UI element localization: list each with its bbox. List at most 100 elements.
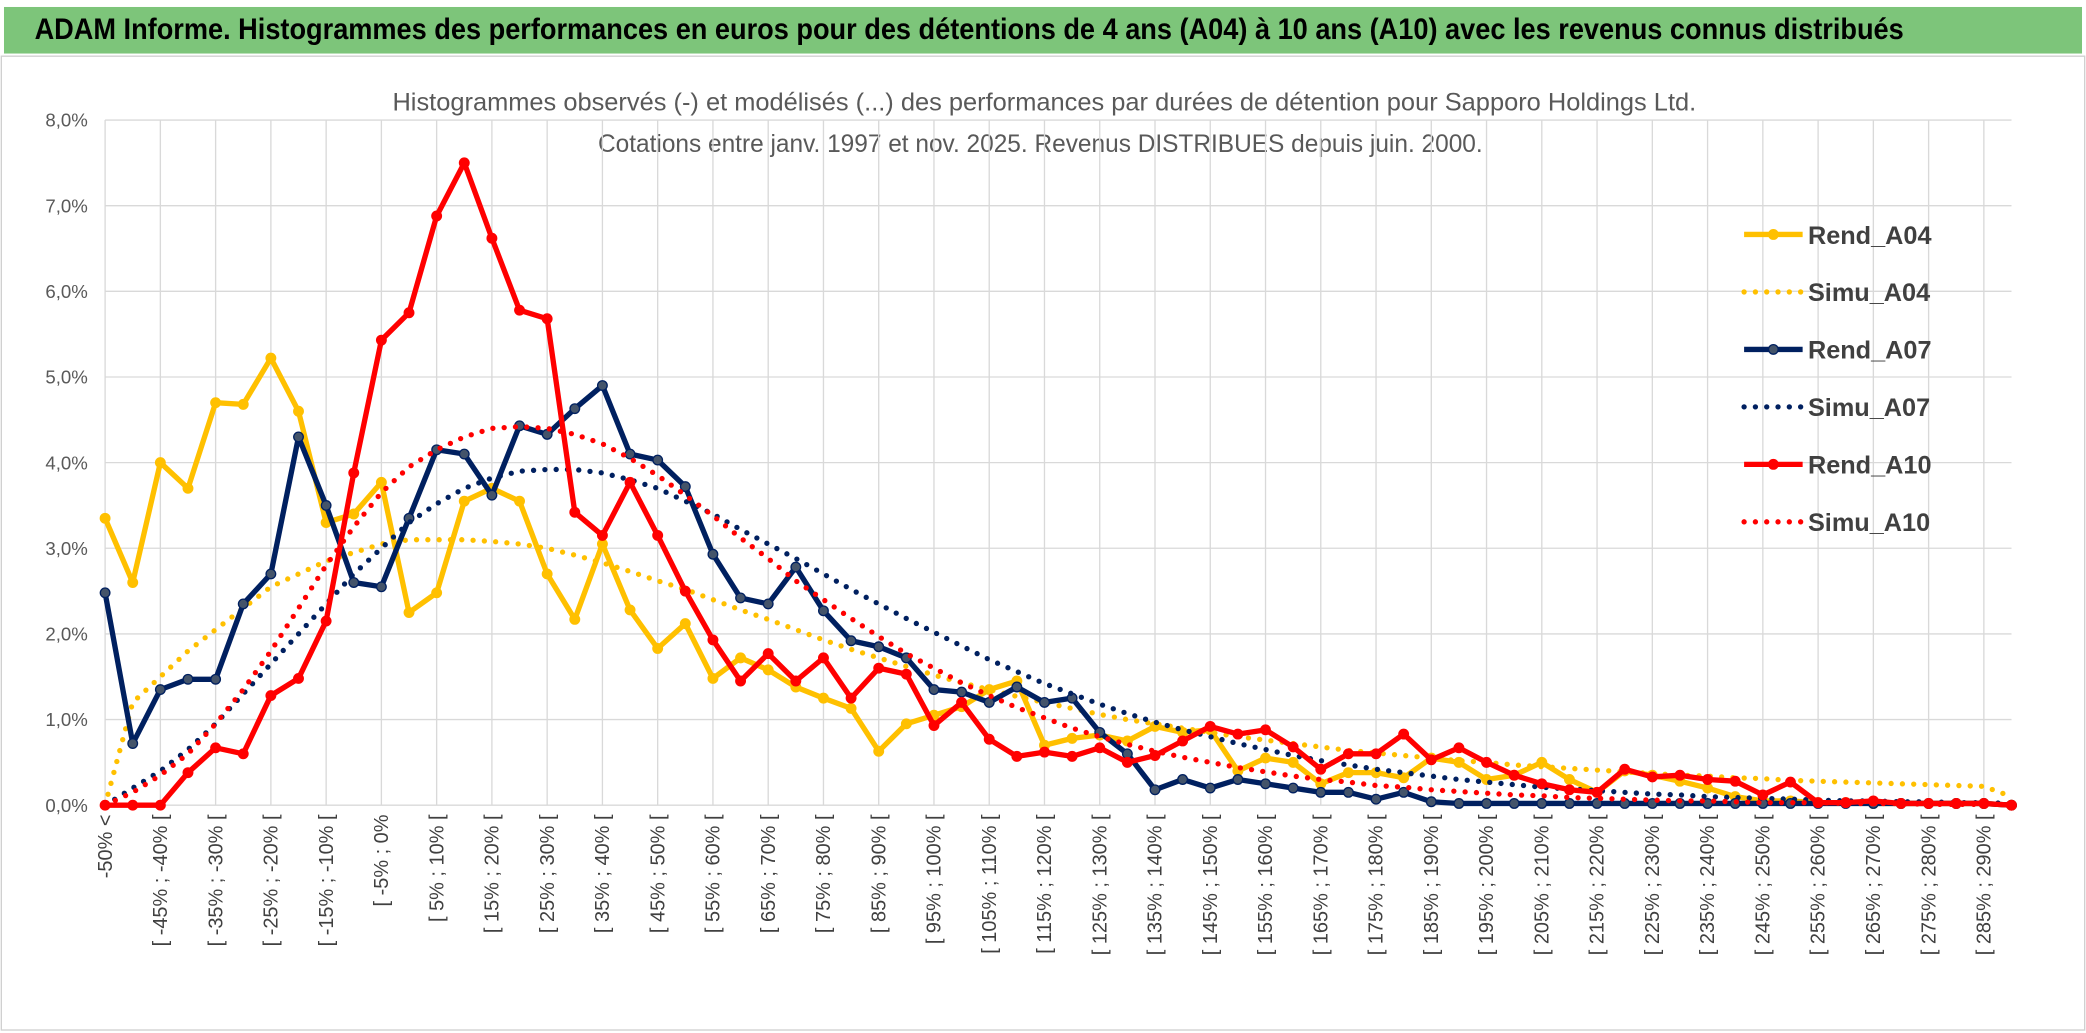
x-tick-label: [ 105% ; 110% [ (979, 814, 1001, 954)
point (873, 745, 885, 757)
point (486, 232, 498, 244)
point (210, 397, 222, 409)
point (1702, 774, 1714, 785)
y-tick-label: 3,0% (45, 538, 87, 559)
point (1342, 786, 1354, 798)
point (735, 592, 747, 604)
x-tick-label: [ 265% ; 270% [ (1863, 814, 1885, 955)
point (1094, 742, 1106, 754)
point (265, 690, 277, 702)
point (458, 495, 470, 507)
x-tick-label: [ 185% ; 190% [ (1421, 814, 1443, 955)
point (1674, 769, 1686, 781)
point (1453, 742, 1465, 754)
point (541, 313, 553, 325)
point (1536, 778, 1548, 790)
x-tick-label: [ 45% ; 50% [ (647, 814, 669, 933)
point (1232, 774, 1244, 785)
point (1398, 728, 1410, 740)
legend-marker (1767, 458, 1779, 470)
series-line (102, 382, 2012, 808)
point (320, 615, 332, 627)
y-tick-label: 8,0% (45, 110, 87, 131)
x-tick-label: [ 125% ; 130% [ (1089, 814, 1111, 955)
x-tick-label: [ 205% ; 210% [ (1531, 814, 1553, 955)
point (154, 457, 166, 469)
point (1481, 756, 1493, 768)
x-tick-label: [ 165% ; 170% [ (1310, 814, 1332, 955)
point (817, 692, 829, 704)
point (348, 467, 360, 479)
y-tick-label: 0,0% (45, 795, 87, 816)
point (817, 652, 829, 664)
legend-marker (1767, 343, 1779, 355)
point (237, 598, 249, 610)
point (1481, 798, 1493, 809)
point (1508, 798, 1520, 809)
x-tick-label: [ 225% ; 230% [ (1642, 814, 1664, 955)
point (182, 673, 194, 685)
point (1315, 763, 1327, 775)
point (928, 684, 940, 696)
point (1232, 728, 1244, 740)
point (154, 684, 166, 696)
legend-label: Rend_A04 (1808, 222, 1932, 250)
x-tick-label: -50% < (95, 815, 117, 879)
point (1011, 681, 1023, 693)
point (210, 742, 222, 754)
point (1011, 750, 1023, 762)
point (652, 643, 664, 654)
point (1204, 720, 1216, 732)
y-tick-label: 4,0% (45, 452, 87, 473)
point (182, 767, 194, 779)
point (99, 512, 111, 524)
point (652, 454, 664, 466)
point (1729, 775, 1741, 787)
point (375, 581, 387, 593)
x-tick-label: [ 235% ; 240% [ (1697, 814, 1719, 955)
point (1425, 754, 1437, 766)
point (707, 672, 719, 684)
point (1619, 763, 1631, 775)
point (541, 568, 553, 580)
point (1370, 793, 1382, 805)
x-tick-label: [ -5% ; 0% (371, 814, 393, 906)
point (707, 634, 719, 646)
point (1149, 784, 1161, 796)
point (1149, 750, 1161, 761)
point (1563, 774, 1575, 785)
x-tick-label: [ -15% ; -10% [ (316, 814, 338, 946)
point (1039, 746, 1050, 758)
point (431, 587, 443, 599)
series-line (102, 423, 2015, 808)
x-tick-label: [ 255% ; 260% [ (1808, 814, 1830, 955)
point (1342, 748, 1354, 760)
point (375, 476, 387, 488)
point (1177, 735, 1189, 747)
legend-label: Rend_A10 (1808, 452, 1932, 480)
point (679, 585, 691, 597)
point (1646, 771, 1658, 783)
x-tick-label: [ 175% ; 180% [ (1366, 814, 1388, 955)
point (1315, 786, 1327, 798)
point (679, 618, 691, 630)
series-line (102, 466, 2015, 808)
x-tick-label: [ 75% ; 80% [ (813, 814, 835, 933)
chart-subtitle: Cotations entre janv. 1997 et nov. 2025.… (598, 130, 1483, 158)
point (928, 720, 940, 731)
point (514, 495, 525, 507)
point (1453, 798, 1465, 809)
point (127, 738, 139, 749)
x-tick-label: [ 15% ; 20% [ (482, 814, 504, 933)
point (900, 718, 912, 730)
point (431, 210, 443, 222)
point (790, 561, 802, 573)
y-tick-label: 5,0% (45, 367, 87, 388)
point (237, 398, 249, 410)
point (624, 604, 636, 616)
point (1398, 786, 1410, 798)
x-tick-label: [ 245% ; 250% [ (1752, 814, 1774, 955)
point (1121, 756, 1133, 768)
point (1287, 741, 1299, 753)
